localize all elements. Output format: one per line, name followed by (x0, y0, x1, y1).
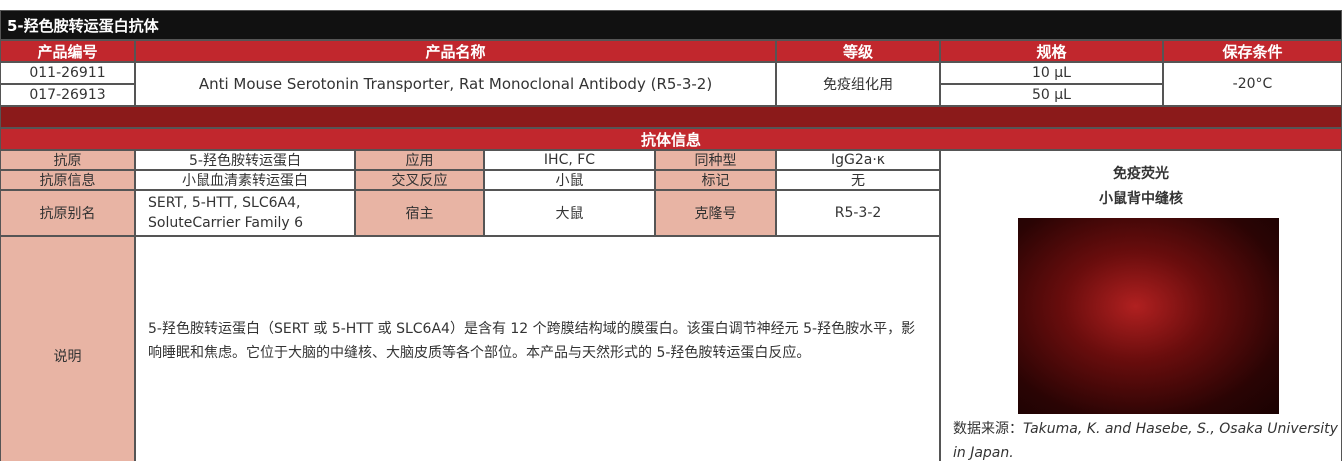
section-header: 抗体信息 (0, 128, 1342, 150)
header-cell: 产品编号 (0, 40, 135, 62)
figure-panel: 免疫荧光 小鼠背中缝核 数据来源：Takuma, K. and Hasebe, … (940, 150, 1342, 461)
info-value: 无 (776, 170, 940, 190)
fluorescence-image (1018, 218, 1279, 414)
figure-caption: 数据来源：Takuma, K. and Hasebe, S., Osaka Un… (953, 417, 1338, 461)
description-label: 说明 (0, 236, 135, 461)
info-value: 大鼠 (484, 190, 655, 236)
code-cell: 017-26913 (0, 84, 135, 106)
info-value: IgG2a·κ (776, 150, 940, 170)
header-cell: 规格 (940, 40, 1163, 62)
info-value: 小鼠血清素转运蛋白 (135, 170, 355, 190)
description: 5-羟色胺转运蛋白（SERT 或 5-HTT 或 SLC6A4）是含有 12 个… (135, 236, 940, 461)
title: 5-羟色胺转运蛋白抗体 (7, 16, 159, 35)
storage-cell: -20°C (1163, 62, 1342, 106)
title-bar: 5-羟色胺转运蛋白抗体 (0, 10, 1342, 40)
figure-title: 免疫荧光 (1113, 166, 1169, 182)
info-label: 抗原别名 (0, 190, 135, 236)
info-label: 同种型 (655, 150, 776, 170)
grade-cell: 免疫组化用 (776, 62, 940, 106)
info-label: 克隆号 (655, 190, 776, 236)
figure-title: 小鼠背中缝核 (1099, 191, 1183, 207)
code-cell: 011-26911 (0, 62, 135, 84)
info-label: 应用 (355, 150, 484, 170)
info-value: 5-羟色胺转运蛋白 (135, 150, 355, 170)
info-label: 抗原信息 (0, 170, 135, 190)
header-cell: 保存条件 (1163, 40, 1342, 62)
info-label: 抗原 (0, 150, 135, 170)
size-cell: 50 µL (940, 84, 1163, 106)
info-value: IHC, FC (484, 150, 655, 170)
divider-bar (0, 106, 1342, 128)
info-label: 宿主 (355, 190, 484, 236)
info-value: R5-3-2 (776, 190, 940, 236)
header-cell: 等级 (776, 40, 940, 62)
source: Takuma, K. and Hasebe, S., Osaka Univers… (953, 421, 1338, 461)
info-value: 小鼠 (484, 170, 655, 190)
source-label: 数据来源： (953, 421, 1023, 437)
header-cell: 产品名称 (135, 40, 776, 62)
name-cell: Anti Mouse Serotonin Transporter, Rat Mo… (135, 62, 776, 106)
size-cell: 10 µL (940, 62, 1163, 84)
info-label: 交叉反应 (355, 170, 484, 190)
info-label: 标记 (655, 170, 776, 190)
info-value: SERT, 5-HTT, SLC6A4, SoluteCarrier Famil… (135, 190, 355, 236)
